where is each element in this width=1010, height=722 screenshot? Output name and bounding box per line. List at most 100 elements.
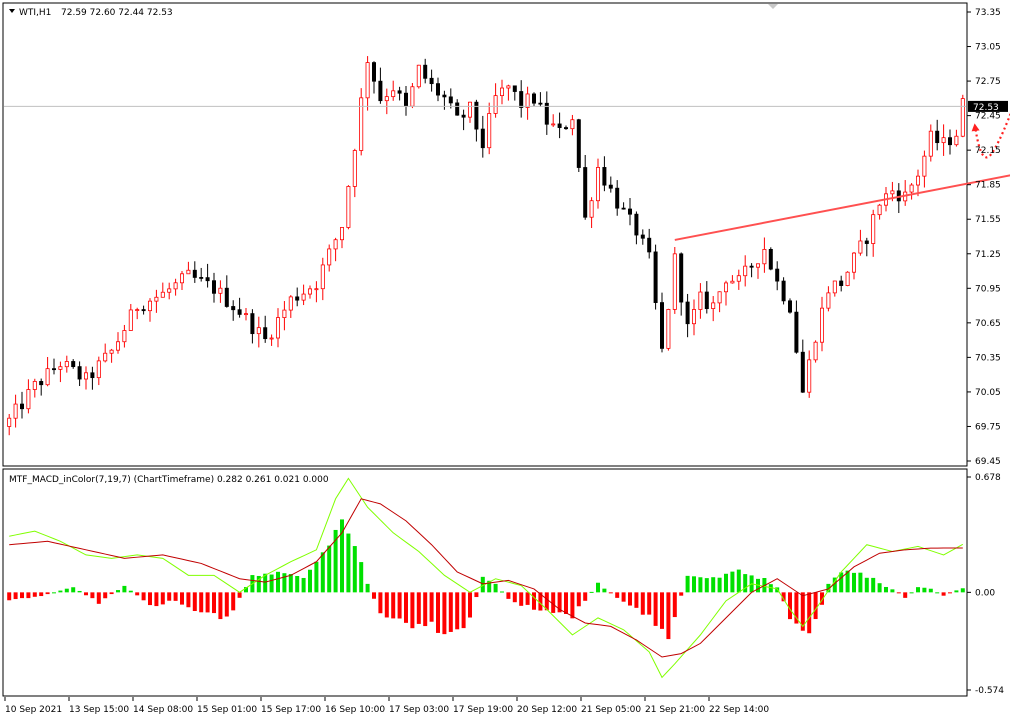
macd-bar [320,552,325,593]
macd-bar [666,592,671,640]
macd-bar [333,529,338,593]
price-tick-label: 69.45 [975,457,1001,467]
time-tick-label: 21 Sep 05:00 [581,705,641,715]
candle-body [58,366,63,370]
macd-bar [916,587,920,593]
menu-dropdown-icon[interactable] [9,9,15,13]
price-tick-label: 71.85 [975,181,1001,191]
macd-bar [647,592,652,615]
candle-body [916,175,921,186]
macd-bar [269,574,274,593]
macd-bar [704,578,709,593]
macd-pane[interactable] [2,468,968,697]
macd-bar [698,577,703,593]
candle-body [384,96,389,102]
candle-body [704,291,709,310]
candle-body [135,309,140,311]
candle-body [320,264,325,290]
candle-body [19,403,24,410]
price-pane[interactable] [2,2,968,467]
macd-bar [826,583,831,593]
candle-body [474,101,479,130]
candle-body [557,123,562,128]
candle-body [263,327,268,340]
candle-body [948,137,953,146]
candle-body [820,307,825,343]
macd-bar [832,577,837,593]
macd-bar [468,592,472,618]
candle-body [442,94,447,98]
macd-bar [538,592,543,611]
candle-body [199,277,204,279]
macd-bar [372,592,376,599]
macd-bar [186,592,191,608]
candle-body [826,292,831,309]
macd-bar [692,576,696,593]
time-axis: 10 Sep 2021 13 Sep 15:00 14 Sep 08:00 15 Se… [4,697,769,715]
current-price-tag: 72.53 [968,100,1008,113]
candle-body [160,291,165,298]
macd-bar [461,592,466,629]
candle-body [103,352,108,362]
macd-bar [96,592,101,604]
candle-body [423,64,428,79]
candle-body [186,269,191,275]
trendline[interactable] [674,152,1010,241]
price-tick-label: 73.05 [975,43,1001,53]
candle-body [371,62,376,82]
candle-body [576,119,581,168]
price-axis: 73.35 73.05 72.75 72.45 72.15 71.85 71.55 71.25… [967,8,1001,467]
macd-bar [839,572,844,593]
macd-bar [589,591,594,593]
candle-body [154,296,159,302]
macd-bar [231,592,236,611]
macd-bar [954,590,959,593]
macd-bar [634,592,639,608]
macd-bar [909,592,914,594]
macd-bar [301,577,306,593]
candle-body [218,287,223,294]
candle-body [845,271,850,286]
candle-body [877,204,882,216]
macd-bar [448,592,453,632]
macd-bar [685,575,690,593]
macd-bar [506,592,511,599]
candle-body [512,85,517,92]
macd-bar [224,592,229,617]
macd-bar [896,592,901,594]
candle-body [339,227,344,241]
price-tick-label: 70.95 [975,284,1001,294]
macd-bar [864,577,869,593]
candle-body [653,251,658,303]
macd-bar [128,590,133,593]
macd-bar [679,592,684,596]
macd-bar [602,588,607,593]
price-tick-label: 72.75 [975,77,1001,87]
macd-bar [276,571,280,593]
macd-bar [890,589,895,593]
macd-bar [122,585,127,593]
macd-bar [263,573,268,593]
macd-bar [199,592,204,613]
price-tick-label: 69.75 [975,422,1001,432]
macd-bar [45,592,50,595]
candle-body [685,301,690,325]
candle-body [922,155,927,177]
macd-bar [237,592,242,598]
macd-bar [615,592,620,598]
macd-bar [557,592,562,613]
candle-body [250,313,255,335]
price-tick-label: 70.05 [975,388,1001,398]
macd-bar [807,592,812,634]
scroll-marker-icon[interactable] [768,4,778,9]
time-tick-label: 15 Sep 01:00 [197,705,257,715]
time-tick-label: 22 Sep 14:00 [709,705,769,715]
macd-bar [570,592,575,619]
candle-body [90,372,95,379]
candle-body [269,337,274,340]
candle-body [807,359,812,393]
macd-bar [58,590,63,593]
candle-body [551,123,556,126]
macd-bar [282,573,287,593]
